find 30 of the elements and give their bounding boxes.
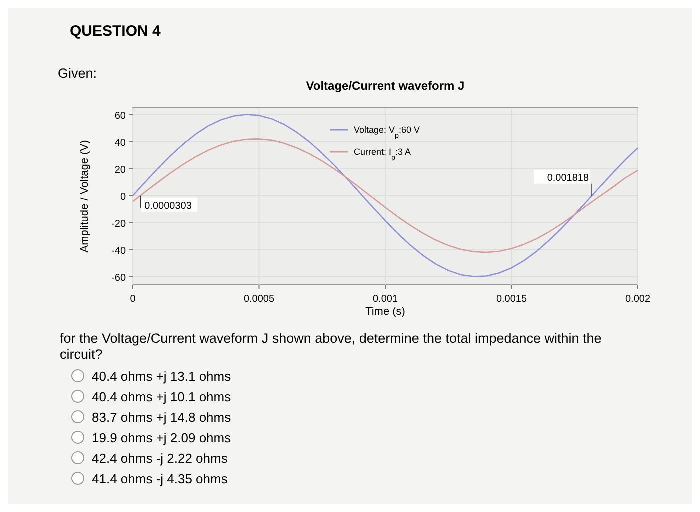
- text: for the Voltage/Current waveform J shown above, determine the total impedance within the circuit?: [60, 331, 602, 362]
- line-series: [132, 114, 639, 278]
- annotation: 0.0000303: [144, 200, 192, 212]
- x-tick-label: 0: [130, 294, 136, 305]
- y-axis-title: Amplitude / Voltage (V): [79, 140, 91, 253]
- text: QUESTION 4: [70, 23, 162, 40]
- y-tick-label: -20: [112, 218, 126, 230]
- text: 19.9 ohms +j 2.09 ohms: [92, 430, 232, 446]
- text: 40.4 ohms +j 10.1 ohms: [92, 390, 232, 404]
- text: Given:: [58, 66, 98, 81]
- text: 40.4 ohms +j 13.1 ohms: [92, 369, 232, 384]
- x-tick-label: 0.001: [372, 294, 398, 305]
- line-series: [132, 138, 639, 254]
- x-axis-title: Time (s): [366, 306, 406, 318]
- annotation: 0.001818: [547, 172, 590, 184]
- legend-label: Current: I$_{p}$:3 A: [354, 147, 412, 162]
- y-tick-label: 0: [120, 192, 126, 203]
- legend-label: Voltage: V$_{p}$:60 V: [354, 125, 420, 140]
- y-tick-label: -40: [112, 246, 126, 257]
- text: 83.7 ohms +j 14.8 ohms: [92, 410, 232, 425]
- y-tick-label: 20: [114, 164, 126, 176]
- y-tick-label: 40: [114, 138, 126, 149]
- text: 41.4 ohms -j 4.35 ohms: [92, 472, 228, 486]
- chart-title: Voltage/Current waveform J: [306, 79, 465, 93]
- y-tick-label: 60: [114, 110, 126, 122]
- y-tick-label: -60: [112, 272, 126, 284]
- x-tick-label: 0.002: [625, 294, 651, 305]
- x-tick-label: 0.0005: [244, 294, 275, 305]
- x-tick-label: 0.0015: [496, 294, 528, 305]
- text: 42.4 ohms -j 2.22 ohms: [92, 451, 228, 466]
